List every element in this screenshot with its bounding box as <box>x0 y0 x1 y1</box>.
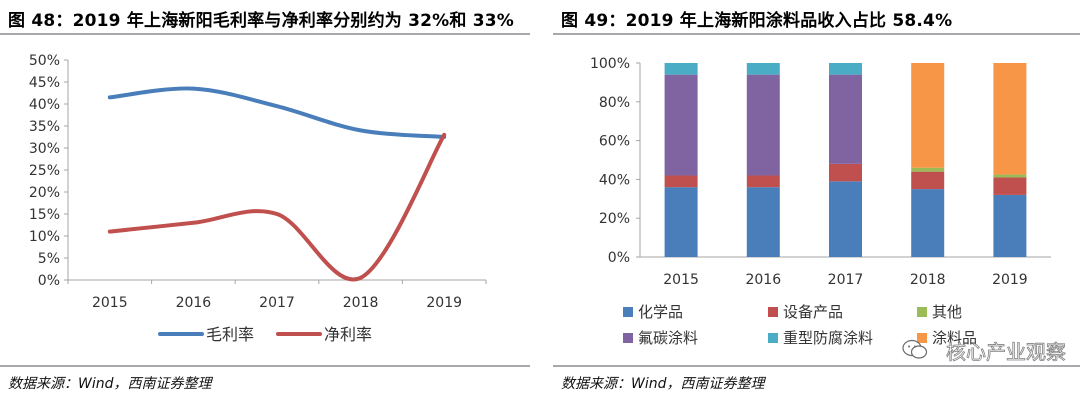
bar-segment <box>993 174 1027 178</box>
stacked-bar-chart: 0% 20% 40% 60% 80% 100% 2015 2016 2017 2018 2019 化学… <box>590 56 1051 347</box>
bar-segment <box>746 187 780 257</box>
y-tick-label: 0% <box>608 250 630 266</box>
x-tick-label: 2017 <box>259 295 295 311</box>
bar-segment <box>746 175 780 188</box>
bar-segment <box>829 63 862 75</box>
y-tick-label: 40% <box>599 172 630 188</box>
legend-swatch <box>623 307 633 317</box>
bar-segment <box>746 63 780 75</box>
line-chart: 0% 5% 10% 15% 20% 25% 30% 35% 40% 45% 50% 2015 2016 2… <box>29 53 487 344</box>
right-bottom-rule <box>553 365 1080 367</box>
y-tick-label: 40% <box>29 97 60 113</box>
y-tick-label: 5% <box>38 251 60 267</box>
right-top-rule <box>553 33 1080 35</box>
right-chart-title: 图 49：2019 年上海新阳涂料品收入占比 58.4% <box>561 11 953 31</box>
bar-segment <box>911 171 945 190</box>
left-top-rule <box>0 33 530 35</box>
y-tick-label: 10% <box>29 229 60 245</box>
x-tick-label: 2019 <box>426 295 462 311</box>
x-tick-label: 2016 <box>176 295 212 311</box>
legend-swatch <box>768 333 778 343</box>
legend-label: 净利率 <box>324 325 372 344</box>
bar-segment <box>993 63 1027 175</box>
bar-segment <box>911 189 945 257</box>
legend-label: 毛利率 <box>206 325 254 344</box>
left-chart-panel: 图 48：2019 年上海新阳毛利率与净利率分别约为 32%和 33% 0% 5%… <box>0 0 530 401</box>
legend-label: 其他 <box>932 303 962 321</box>
right-source-note: 数据来源：Wind，西南证券整理 <box>561 376 765 392</box>
bar-segment <box>664 63 698 75</box>
legend-swatch <box>623 333 633 343</box>
legend-swatch <box>768 307 778 317</box>
watermark-text: 核心产业观察 <box>946 340 1067 365</box>
legend-label: 重型防腐涂料 <box>783 329 873 347</box>
bar-segment <box>664 175 698 188</box>
y-tick-label: 20% <box>599 211 630 227</box>
series-line-net-margin <box>107 132 447 282</box>
y-tick-label: 25% <box>29 163 60 179</box>
bar-segment <box>829 74 862 164</box>
legend-label: 氟碳涂料 <box>638 329 698 347</box>
legend-swatch <box>917 307 927 317</box>
bar-segment <box>911 167 945 172</box>
y-tick-label: 0% <box>38 273 60 289</box>
bar-segment <box>911 63 945 168</box>
right-chart-panel: 图 49：2019 年上海新阳涂料品收入占比 58.4% 0% 20% 40% 60%… <box>553 0 1080 401</box>
left-chart-title: 图 48：2019 年上海新阳毛利率与净利率分别约为 32%和 33% <box>8 11 515 31</box>
y-tick-label: 45% <box>29 75 60 91</box>
x-tick-label: 2015 <box>92 295 128 311</box>
left-source-note: 数据来源：Wind，西南证券整理 <box>8 376 212 392</box>
series-line-gross-margin <box>107 86 447 139</box>
wechat-icon <box>902 339 928 359</box>
left-bottom-rule <box>0 365 530 367</box>
x-tick-label: 2019 <box>992 272 1028 288</box>
y-tick-label: 100% <box>590 56 630 72</box>
y-tick-label: 30% <box>29 141 60 157</box>
legend-label: 设备产品 <box>783 303 843 321</box>
bar-segment <box>993 177 1027 195</box>
y-tick-label: 60% <box>599 134 630 150</box>
y-tick-label: 35% <box>29 119 60 135</box>
y-tick-label: 50% <box>29 53 60 69</box>
y-tick-label: 20% <box>29 185 60 201</box>
bar-segment <box>664 187 698 257</box>
bar-segment <box>746 74 780 176</box>
x-tick-label: 2016 <box>745 272 781 288</box>
x-tick-label: 2015 <box>663 272 699 288</box>
legend-label: 涂料品 <box>932 329 977 347</box>
x-tick-label: 2018 <box>910 272 946 288</box>
bar-segment <box>829 181 862 257</box>
legend-label: 化学品 <box>638 303 683 321</box>
x-tick-label: 2017 <box>828 272 864 288</box>
bar-segment <box>993 194 1027 257</box>
bar-segment <box>664 74 698 176</box>
bar-segment <box>829 163 862 182</box>
legend-swatch <box>917 333 927 343</box>
y-tick-label: 80% <box>599 95 630 111</box>
y-tick-label: 15% <box>29 207 60 223</box>
x-tick-label: 2018 <box>343 295 379 311</box>
